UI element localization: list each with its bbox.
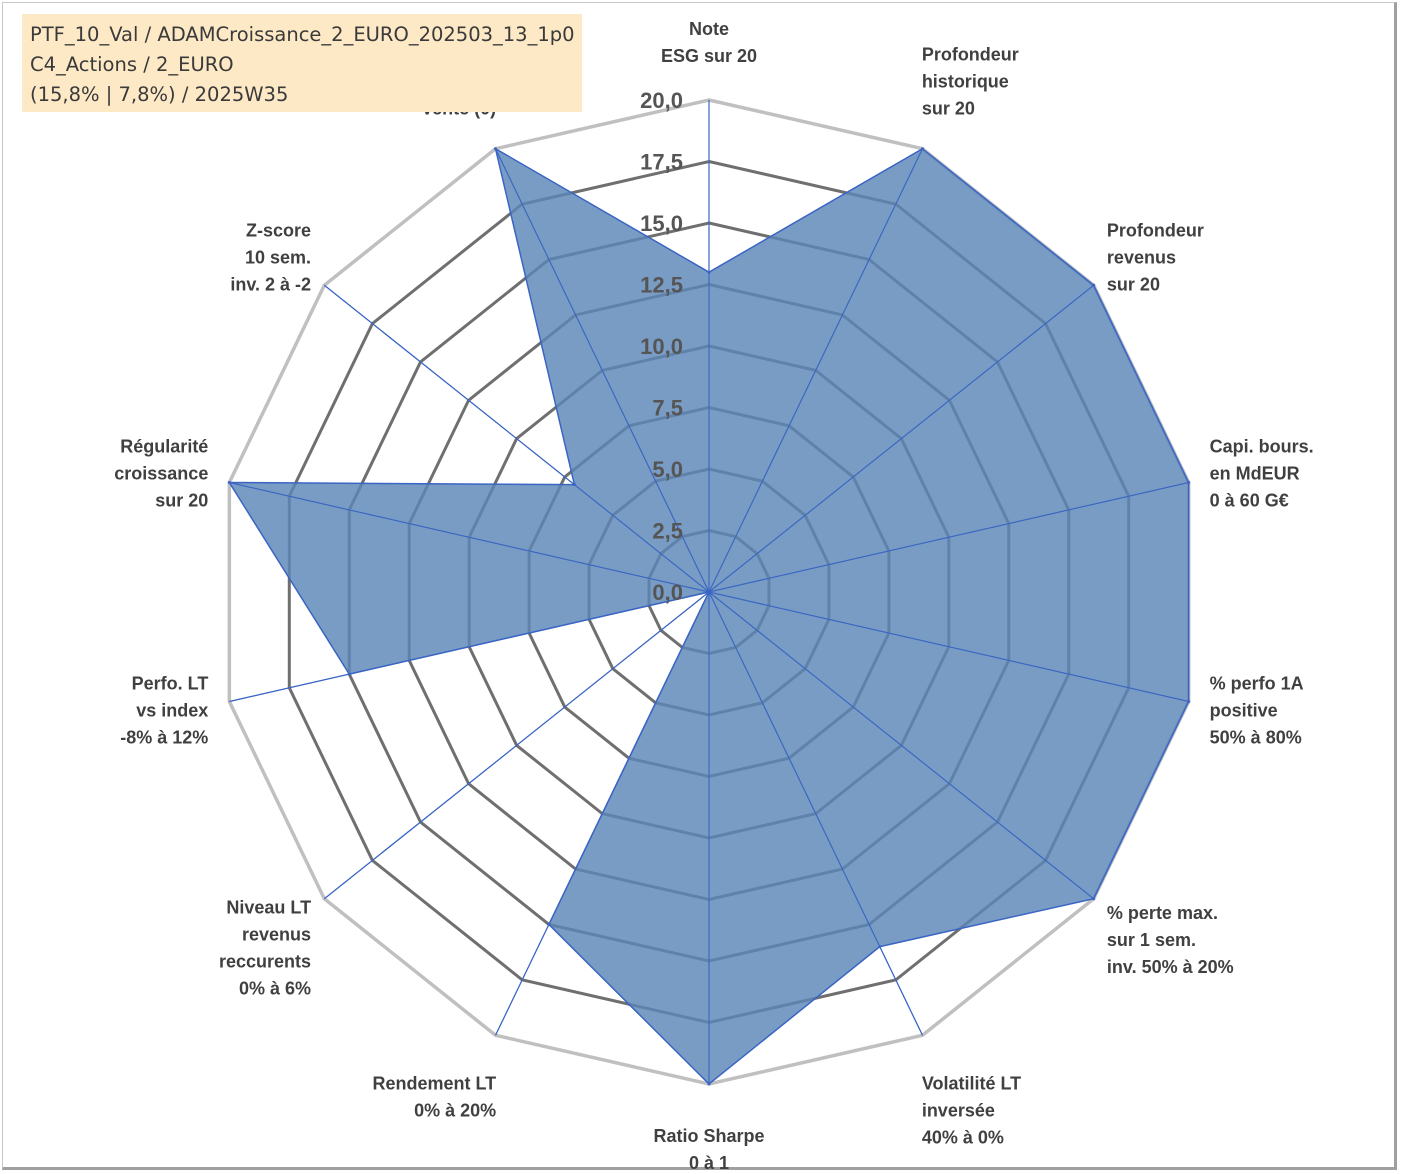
category-label-line: Niveau LT — [226, 897, 311, 917]
category-label-line: 0% à 20% — [414, 1100, 496, 1120]
category-label-line: sur 20 — [1107, 275, 1160, 295]
category-label-line: 0 à 60 G€ — [1210, 491, 1289, 511]
category-label-line: 40% à 0% — [922, 1127, 1004, 1147]
category-label-line: croissance — [114, 464, 208, 484]
category-label: Niveau LT revenus reccurents 0% à 6% — [219, 897, 311, 998]
category-label-line: 50% à 80% — [1210, 727, 1302, 747]
tick-label: 20,0 — [640, 88, 683, 113]
category-label-line: Rendement LT — [373, 1073, 497, 1093]
radar-spoke-overlay — [708, 148, 923, 593]
category-label-line: Profondeur — [1107, 221, 1204, 241]
category-label-line: Note — [689, 19, 729, 39]
tick-label: 10,0 — [640, 334, 683, 359]
tick-label: 12,5 — [640, 273, 683, 298]
radar-category-labels: Note ESG sur 20 Profondeur historique sur 20… — [114, 19, 1313, 1173]
category-label-line: positive — [1210, 700, 1278, 720]
category-label-line: sur 20 — [922, 99, 975, 119]
category-label-line: revenus — [242, 924, 311, 944]
category-label-line: 0% à 6% — [239, 978, 311, 998]
radar-spoke-overlay — [324, 284, 710, 593]
radar-series — [227, 100, 1191, 1086]
category-label-line: vs index — [136, 700, 208, 720]
category-label-line: Perfo. LT — [132, 673, 209, 693]
category-label-line: Profondeur — [922, 45, 1019, 65]
category-label: Régularité croissance sur 20 — [114, 437, 208, 511]
category-label-line: 10 sem. — [245, 248, 311, 268]
category-label-line: % perte max. — [1107, 903, 1218, 923]
category-label: Rendement LT 0% à 20% — [373, 1073, 497, 1120]
radar-spoke-overlay — [708, 591, 923, 1036]
category-label-line: en MdEUR — [1210, 464, 1300, 484]
portfolio-name: PTF_10_Val / ADAMCroissance_2_EURO_20250… — [30, 23, 575, 46]
portfolio-info-box: PTF_10_Val / ADAMCroissance_2_EURO_20250… — [22, 14, 582, 112]
tick-label: 5,0 — [652, 457, 683, 482]
category-label: Volatilité LT inversée 40% à 0% — [922, 1073, 1021, 1147]
tick-label: 17,5 — [640, 150, 683, 175]
radar-spoke-overlay — [229, 482, 710, 593]
category-label: Capi. bours. en MdEUR 0 à 60 G€ — [1210, 437, 1314, 511]
radar-spoke-overlay — [495, 591, 710, 1036]
radar-spoke-overlay — [324, 591, 710, 900]
category-label-line: Ratio Sharpe — [653, 1126, 764, 1146]
category-label-line: inv. 2 à -2 — [230, 275, 311, 295]
performance-week: (15,8% | 7,8%) / 2025W35 — [30, 83, 289, 106]
radar-tick-labels: 0,0 2,5 5,0 7,5 10,0 12,5 15,0 17,5 20,0 — [640, 88, 683, 605]
category-label-line: sur 20 — [155, 491, 208, 511]
tick-label: 0,0 — [652, 580, 683, 605]
category-label: % perte max. sur 1 sem. inv. 50% à 20% — [1107, 903, 1234, 977]
category-label-line: reccurents — [219, 951, 311, 971]
category-label: Note ESG sur 20 — [661, 19, 757, 66]
radar-spoke-overlay — [229, 591, 710, 702]
radar-spoke-overlay — [708, 482, 1189, 593]
category-label: Z-score 10 sem. inv. 2 à -2 — [230, 221, 311, 295]
category-label-line: Z-score — [246, 221, 311, 241]
radar-spoke-overlay — [708, 591, 1189, 702]
tick-label: 7,5 — [652, 396, 683, 421]
category-label: Profondeur revenus sur 20 — [1107, 221, 1204, 295]
category-label-line: historique — [922, 72, 1009, 92]
tick-label: 15,0 — [640, 211, 683, 236]
category-label-line: % perfo 1A — [1210, 673, 1304, 693]
category-label-line: Volatilité LT — [922, 1073, 1021, 1093]
radar-spoke-overlay — [495, 148, 710, 593]
category-label-line: inversée — [922, 1100, 995, 1120]
category-label-line: Capi. bours. — [1210, 437, 1314, 457]
category-label-line: Régularité — [120, 437, 208, 457]
category-label: Perfo. LT vs index -8% à 12% — [120, 673, 208, 747]
category-label-line: -8% à 12% — [120, 727, 208, 747]
category-label-line: ESG sur 20 — [661, 46, 757, 66]
category-label-line: revenus — [1107, 248, 1176, 268]
category-label: Profondeur historique sur 20 — [922, 45, 1019, 119]
category-label-line: 0 à 1 — [689, 1153, 729, 1173]
asset-class: C4_Actions / 2_EURO — [30, 53, 234, 76]
tick-label: 2,5 — [652, 519, 683, 544]
radar-spoke-overlay — [708, 591, 1094, 900]
radar-spoke-overlay — [708, 284, 1094, 593]
category-label-line: sur 1 sem. — [1107, 930, 1196, 950]
category-label-line: inv. 50% à 20% — [1107, 957, 1234, 977]
category-label: Ratio Sharpe 0 à 1 — [653, 1126, 764, 1173]
category-label: % perfo 1A positive 50% à 80% — [1210, 673, 1304, 747]
